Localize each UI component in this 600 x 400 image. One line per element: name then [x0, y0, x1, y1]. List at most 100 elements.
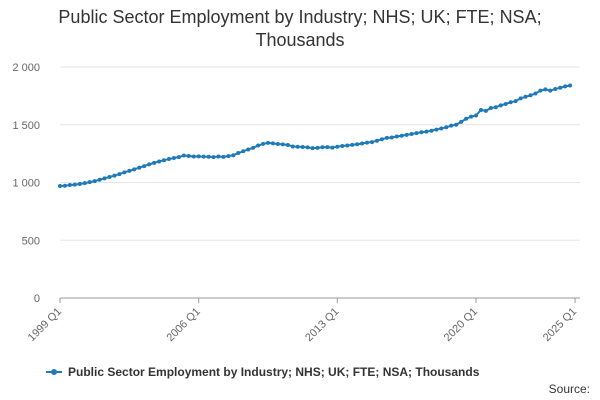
data-point — [350, 142, 355, 147]
legend-label: Public Sector Employment by Industry; NH… — [68, 365, 480, 379]
data-point — [330, 145, 335, 150]
data-point — [166, 157, 171, 162]
data-point — [241, 149, 246, 154]
data-point — [444, 125, 449, 130]
data-point — [256, 143, 261, 148]
data-point — [493, 105, 498, 110]
data-point — [464, 116, 469, 121]
y-tick-label: 500 — [22, 235, 40, 247]
data-point — [77, 182, 82, 186]
data-point — [62, 183, 67, 188]
source-label: Source: — [548, 382, 590, 396]
data-point — [488, 106, 493, 110]
data-point — [266, 140, 270, 145]
data-point — [424, 129, 429, 134]
data-point — [345, 143, 350, 148]
data-point — [474, 113, 478, 118]
data-point — [563, 84, 568, 89]
data-point — [171, 156, 176, 161]
data-point — [568, 83, 573, 88]
data-point — [389, 135, 394, 140]
data-point — [538, 88, 543, 93]
x-tick-label: 2025 Q1 — [541, 306, 579, 344]
data-point — [335, 144, 340, 149]
data-point — [533, 91, 538, 96]
data-point — [127, 168, 132, 173]
data-point — [196, 154, 201, 159]
data-point — [275, 142, 280, 147]
data-point — [548, 88, 553, 93]
x-tick-label: 2020 Q1 — [442, 306, 480, 344]
data-point — [379, 137, 384, 142]
data-point — [270, 141, 275, 146]
y-tick-label: 0 — [34, 293, 40, 305]
data-point — [231, 153, 236, 158]
data-point — [285, 142, 290, 147]
data-point — [523, 94, 528, 99]
data-point — [419, 130, 424, 135]
chart-title-line-1: Public Sector Employment by Industry; NH… — [58, 7, 542, 27]
data-point — [122, 170, 127, 175]
data-point — [102, 176, 107, 181]
data-point — [439, 126, 444, 131]
data-point — [300, 145, 305, 150]
data-point — [429, 128, 434, 133]
data-point — [97, 177, 102, 182]
data-point — [543, 87, 548, 92]
data-point — [360, 141, 365, 146]
data-point — [553, 86, 558, 91]
data-point — [558, 85, 563, 90]
data-point — [434, 127, 439, 132]
data-point — [157, 159, 162, 164]
data-point — [181, 153, 186, 158]
data-point — [365, 140, 370, 145]
data-point — [518, 96, 523, 101]
data-point — [280, 142, 285, 147]
data-point — [478, 107, 483, 112]
data-point — [201, 154, 206, 159]
data-point — [310, 146, 315, 151]
data-point — [162, 158, 166, 163]
y-tick-label: 2 000 — [12, 62, 40, 74]
data-point — [409, 131, 414, 136]
data-point — [295, 144, 300, 149]
chart-title-line-2: Thousands — [255, 30, 345, 50]
x-tick-label: 1999 Q1 — [26, 306, 64, 344]
series-line — [59, 84, 571, 187]
data-point — [236, 151, 241, 156]
data-point — [503, 101, 508, 106]
data-point — [370, 140, 374, 145]
data-point — [132, 167, 137, 172]
data-point — [211, 155, 216, 160]
chart-title: Public Sector Employment by Industry; NH… — [0, 6, 600, 52]
data-point — [251, 145, 256, 150]
data-point — [186, 154, 191, 159]
data-point — [142, 164, 147, 169]
data-point — [355, 142, 360, 147]
legend[interactable]: Public Sector Employment by Industry; NH… — [46, 365, 479, 379]
data-point — [374, 138, 379, 143]
data-point — [72, 182, 77, 187]
data-point — [191, 154, 196, 159]
data-point — [459, 119, 464, 124]
data-point — [206, 154, 211, 159]
data-point — [528, 93, 533, 98]
data-point — [246, 147, 251, 152]
y-tick-label: 1 000 — [12, 178, 40, 190]
y-tick-label: 1 500 — [12, 120, 40, 132]
data-point — [87, 180, 92, 185]
data-point — [483, 108, 488, 113]
data-point — [112, 173, 117, 178]
data-point — [454, 122, 459, 127]
data-point — [469, 114, 474, 119]
data-point — [340, 144, 345, 148]
data-point — [147, 162, 152, 167]
data-point — [137, 165, 142, 170]
data-point — [305, 145, 310, 150]
x-tick-label: 2006 Q1 — [164, 306, 202, 344]
data-point — [176, 155, 181, 160]
data-point — [513, 99, 518, 104]
data-point — [320, 145, 325, 150]
x-tick-label: 2013 Q1 — [303, 306, 341, 344]
